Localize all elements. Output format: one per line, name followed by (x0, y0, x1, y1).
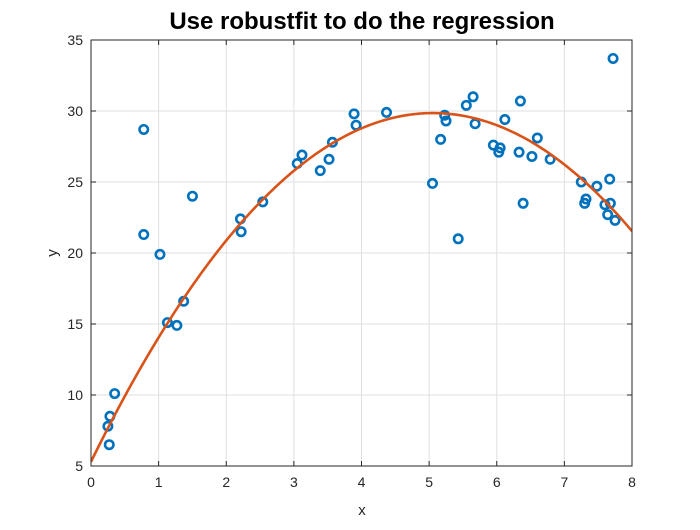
data-point (323, 153, 335, 165)
data-point (580, 193, 592, 205)
y-tick-label: 25 (67, 174, 83, 190)
data-point (109, 388, 121, 400)
data-point (427, 177, 439, 189)
data-point (513, 146, 525, 158)
fitted-curve (91, 111, 632, 463)
data-point (514, 95, 526, 107)
data-point (469, 118, 481, 130)
data-point (440, 115, 452, 127)
data-point (439, 109, 451, 121)
data-point (452, 233, 464, 245)
x-tick-label: 3 (290, 474, 298, 490)
x-tick-label: 0 (87, 474, 95, 490)
data-point (435, 133, 447, 145)
data-point (467, 91, 479, 103)
data-point (154, 248, 166, 260)
data-point (526, 150, 538, 162)
x-tick-label: 5 (425, 474, 433, 490)
y-tick-label: 30 (67, 103, 83, 119)
x-axis-label: x (358, 502, 366, 519)
x-tick-label: 8 (628, 474, 636, 490)
x-tick-label: 4 (358, 474, 366, 490)
data-point (161, 317, 173, 329)
data-point (591, 180, 603, 192)
data-point (171, 319, 183, 331)
y-tick-label: 35 (67, 32, 83, 48)
data-point (607, 52, 619, 64)
data-point (609, 214, 621, 226)
data-point (138, 123, 150, 135)
data-point (186, 190, 198, 202)
data-point (348, 108, 360, 120)
chart-title: Use robustfit to do the regression (169, 8, 554, 35)
data-point (517, 197, 529, 209)
plot-area (91, 52, 632, 463)
data-point (602, 209, 614, 221)
data-point (460, 99, 472, 111)
data-point (314, 165, 326, 177)
data-point (381, 106, 393, 118)
data-point (235, 226, 247, 238)
y-tick-label: 10 (67, 387, 83, 403)
y-axis-label: y (44, 249, 61, 257)
grid (91, 40, 632, 466)
data-point (103, 439, 115, 451)
data-point (138, 229, 150, 241)
data-point (499, 114, 511, 126)
y-tick-label: 15 (67, 316, 83, 332)
x-tick-label: 6 (493, 474, 501, 490)
data-point (604, 173, 616, 185)
y-tick-label: 20 (67, 245, 83, 261)
y-tick-label: 5 (75, 458, 83, 474)
data-point (296, 149, 308, 161)
data-point (531, 132, 543, 144)
ticks: 0 1 2 3 4 5 6 7 8 5 10 15 20 25 30 35 (67, 32, 636, 490)
x-tick-label: 2 (222, 474, 230, 490)
x-tick-label: 1 (155, 474, 163, 490)
data-point (494, 142, 506, 154)
x-tick-label: 7 (560, 474, 568, 490)
